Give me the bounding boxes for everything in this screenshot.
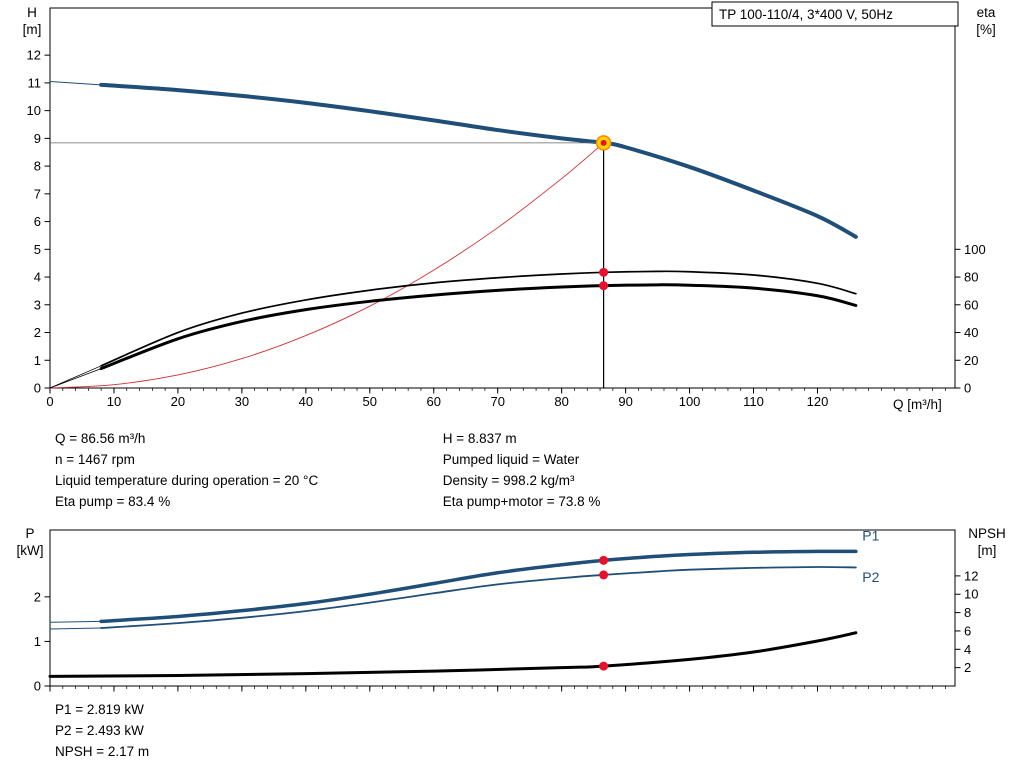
x-tick-label: 30 (235, 394, 249, 409)
eta-axis-label-unit: [%] (976, 22, 996, 37)
info-head: H = 8.837 m (442, 431, 517, 446)
eta-pump-motor-curve (99, 283, 858, 371)
x-tick-label: 10 (107, 394, 121, 409)
plot-frame (49, 7, 956, 389)
eta-axis-label: eta [%] (960, 4, 1012, 38)
eta-pump-motor-curve-ext (49, 368, 102, 389)
y-right-tick-label: 40 (964, 325, 978, 340)
info-p2: P2 = 2.493 kW (55, 723, 144, 738)
info-density: Density = 998.2 kg/m³ (442, 473, 575, 488)
y-right-tick-label: 4 (964, 642, 971, 657)
eta-pump-motor-marker (599, 281, 609, 291)
y-right-tick-label: 100 (964, 242, 986, 257)
x-tick-label: 110 (743, 394, 764, 409)
y-right-tick-label: 80 (964, 270, 978, 285)
chart-title: TP 100-110/4, 3*400 V, 50Hz (719, 7, 893, 22)
x-tick-label: 120 (807, 394, 829, 409)
info-eta-pump-motor: Eta pump+motor = 73.8 % (442, 494, 601, 509)
p1-curve-ext (49, 620, 102, 623)
x-tick-label: 100 (679, 394, 701, 409)
info-eta-pump: Eta pump = 83.4 % (55, 494, 171, 509)
npsh-axis-label-unit: [m] (977, 543, 997, 558)
x-tick-label: 80 (554, 394, 568, 409)
y-left-tick-label: 0 (34, 679, 41, 694)
x-tick-label: 60 (427, 394, 441, 409)
p2-marker (599, 570, 609, 580)
duty-info-right-column: H = 8.837 m Pumped liquid = Water Densit… (443, 428, 803, 512)
h-axis-label-symbol: H (27, 5, 37, 20)
x-tick-label: 0 (46, 394, 53, 409)
eta-pump-curve-ext (49, 365, 102, 389)
x-tick-label: 50 (363, 394, 377, 409)
y-left-tick-label: 7 (34, 186, 41, 201)
info-p1: P1 = 2.819 kW (55, 702, 144, 717)
p1-curve (99, 549, 858, 624)
eta-axis-label-symbol: eta (976, 5, 996, 20)
y-left-tick-label: 12 (27, 48, 41, 63)
eta-pump-marker (599, 267, 609, 277)
duty-info-left-column: Q = 86.56 m³/h n = 1467 rpm Liquid tempe… (55, 428, 439, 512)
head-eta-chart[interactable]: 0 10 20 30 40 50 60 70 80 90 100 110 120012345678910… (0, 0, 1024, 420)
y-left-tick-label: 10 (27, 103, 41, 118)
info-npsh: NPSH = 2.17 m (55, 744, 150, 759)
y-right-tick-label: 0 (964, 381, 971, 396)
x-tick-label: 20 (171, 394, 185, 409)
power-info-block: P1 = 2.819 kW P2 = 2.493 kW NPSH = 2.17 … (55, 699, 149, 762)
y-left-tick-label: 8 (34, 159, 41, 174)
title-box (711, 1, 959, 27)
h-curve (99, 82, 858, 239)
y-right-tick-label: 12 (964, 568, 978, 583)
x-tick-label: 40 (299, 394, 313, 409)
y-left-tick-label: 4 (34, 270, 41, 285)
p2-curve (100, 566, 857, 629)
npsh-axis-label: NPSH [m] (956, 525, 1018, 559)
p2-curve-ext (49, 627, 102, 630)
y-right-tick-label: 6 (964, 623, 971, 638)
y-left-tick-label: 11 (28, 75, 42, 90)
info-liquid-temperature: Liquid temperature during operation = 20… (55, 473, 319, 488)
info-pumped-liquid: Pumped liquid = Water (442, 452, 580, 467)
y-right-tick-label: 2 (964, 660, 971, 675)
plot-frame (49, 529, 956, 687)
y-left-tick-label: 0 (34, 381, 41, 396)
p1-marker (599, 555, 609, 565)
npsh-marker (599, 661, 609, 671)
y-left-tick-label: 3 (34, 297, 41, 312)
info-speed: n = 1467 rpm (55, 452, 135, 467)
curve-label-P1: P1 (862, 527, 879, 543)
y-left-tick-label: 1 (34, 353, 41, 368)
eta-pump-curve (100, 270, 857, 367)
y-left-tick-label: 2 (34, 325, 41, 340)
system-curve (49, 142, 605, 389)
npsh-axis-label-symbol: NPSH (968, 526, 1006, 541)
duty-info-block: Q = 86.56 m³/h n = 1467 rpm Liquid tempe… (55, 428, 803, 512)
y-left-tick-label: 5 (34, 242, 41, 257)
y-left-tick-label: 9 (34, 131, 41, 146)
y-right-tick-label: 60 (964, 297, 978, 312)
curve-label-P2: P2 (862, 569, 879, 585)
h-axis-label: H [m] (10, 4, 54, 38)
p-axis-label-unit: [kW] (16, 543, 44, 558)
h-curve-ext (49, 81, 102, 86)
duty-point-center[interactable] (600, 139, 607, 146)
p-axis-label-symbol: P (25, 526, 35, 541)
x-tick-label: 70 (490, 394, 504, 409)
npsh-curve (48, 631, 858, 678)
x-tick-label: 90 (618, 394, 632, 409)
h-axis-label-unit: [m] (22, 22, 42, 37)
y-left-tick-label: 2 (34, 589, 41, 604)
y-right-tick-label: 20 (964, 353, 978, 368)
y-right-tick-label: 8 (964, 605, 971, 620)
y-right-tick-label: 10 (964, 587, 978, 602)
q-axis-label: Q [m³/h] (893, 397, 942, 412)
y-left-tick-label: 6 (34, 214, 41, 229)
p-axis-label: P [kW] (6, 525, 54, 559)
info-flow: Q = 86.56 m³/h (55, 431, 146, 446)
y-left-tick-label: 1 (34, 634, 41, 649)
